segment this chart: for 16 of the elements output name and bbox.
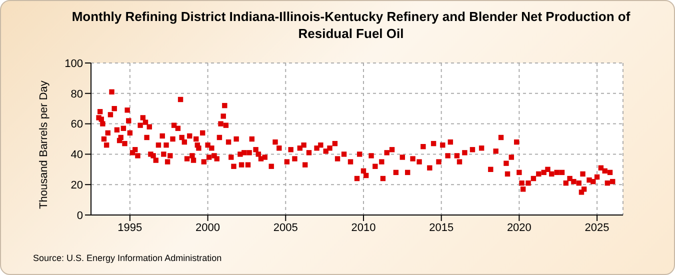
- y-tick-label: 60: [70, 118, 83, 131]
- y-axis-title: Thousand Barrels per Day: [38, 80, 50, 209]
- y-tick-label: 40: [70, 149, 83, 162]
- y-tick-label: 100: [64, 58, 83, 70]
- y-tick-label: 20: [70, 180, 83, 192]
- x-tick-label: 2000: [196, 222, 220, 234]
- chart-title: Monthly Refining District Indiana-Illinois-Kentucky Refinery and Blender Net Production of Residual Fuel Oil: [70, 8, 632, 42]
- x-tick-label: 2005: [273, 222, 298, 234]
- x-tick-label: 2025: [584, 222, 610, 234]
- y-tick-label: 80: [70, 88, 83, 100]
- source-note: Source: U.S. Energy Information Administration: [33, 253, 222, 263]
- x-tick-label: 1995: [118, 222, 142, 234]
- y-tick-label: 0: [76, 210, 83, 222]
- x-tick-label: 2010: [351, 222, 376, 234]
- x-tick-label: 2015: [429, 222, 454, 234]
- x-tick-label: 2020: [506, 222, 532, 234]
